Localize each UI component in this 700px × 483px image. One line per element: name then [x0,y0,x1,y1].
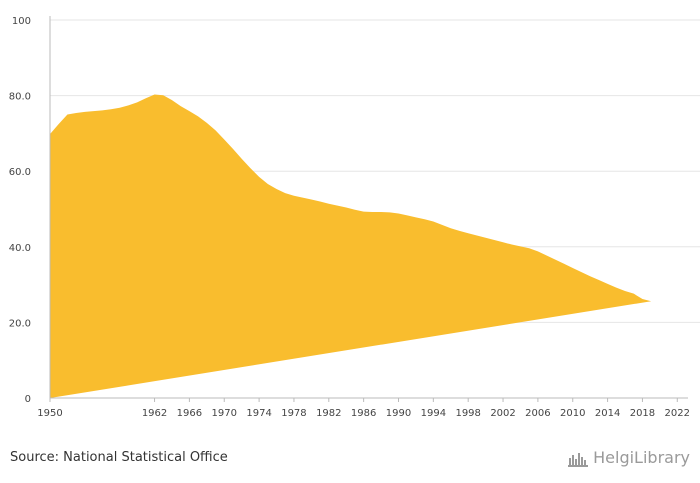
x-tick-label: 2002 [490,408,515,419]
x-tick-label: 2010 [560,408,585,419]
x-tick-label: 1978 [281,408,306,419]
library-icon [568,452,589,467]
y-tick-label: 0 [25,394,31,405]
y-tick-label: 40.0 [9,243,31,254]
x-tick-label: 2014 [595,408,620,419]
x-tick-label: 2018 [630,408,655,419]
x-tick-label: 1990 [386,408,411,419]
brand-logo: HelgiLibrary [567,448,690,467]
brand-name: HelgiLibrary [593,448,690,467]
chart: 0 20.0 40.0 60.0 80.0 100 1950 1962 1966 1970 1974… [9,16,700,419]
x-tick-label: 2022 [665,408,690,419]
y-tick-label: 100 [12,16,31,27]
y-tick-label: 80.0 [9,92,31,103]
x-tick-label: 1982 [316,408,341,419]
x-tick-label: 1986 [351,408,376,419]
source-note: Source: National Statistical Office [10,450,228,465]
x-tick-label: 1950 [37,408,62,419]
y-tick-label: 60.0 [9,167,31,178]
x-tick-label: 1970 [212,408,237,419]
x-tick-label: 1994 [421,408,446,419]
x-tick-label: 1998 [455,408,480,419]
area-series [50,94,652,398]
y-tick-label: 20.0 [9,318,31,329]
x-tick-label: 1962 [142,408,167,419]
x-tick-label: 1974 [246,408,271,419]
x-tick-label: 1966 [177,408,202,419]
x-tick-label: 2006 [525,408,550,419]
